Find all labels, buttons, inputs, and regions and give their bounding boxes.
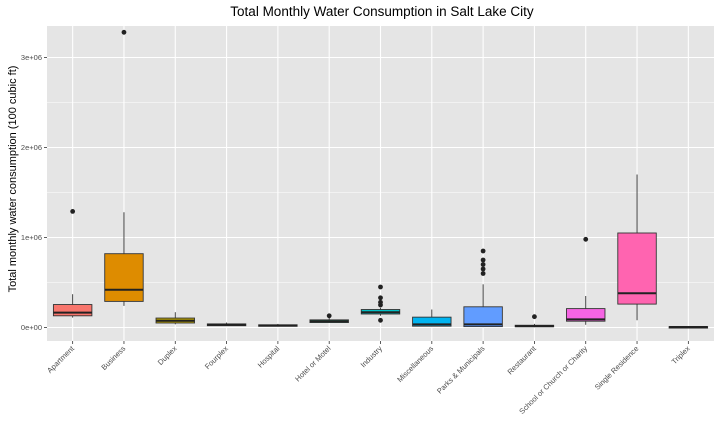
box-duplex: [155, 312, 195, 325]
outlier-point: [378, 299, 383, 305]
box-apartment: [52, 209, 93, 318]
outlier-point: [121, 29, 127, 35]
outlier-point: [480, 262, 486, 267]
box-parks-municipals: [463, 248, 503, 328]
outlier-point: [70, 209, 76, 214]
outlier-point: [378, 317, 383, 323]
y-tick-label: 2e+06: [21, 143, 42, 152]
outlier-point: [583, 236, 589, 242]
box-hotel-or-motel: [309, 313, 349, 324]
box: [104, 253, 144, 302]
box-triplex: [668, 326, 709, 329]
box-single-residence: [617, 174, 657, 321]
x-tick-label: Hospital: [256, 344, 282, 370]
outlier-point: [378, 295, 383, 301]
box-school-or-church-or-charity: [566, 236, 606, 325]
box: [52, 304, 93, 317]
outlier-point: [532, 314, 537, 320]
x-tick-label: Fourplex: [203, 344, 230, 371]
outlier-point: [480, 257, 486, 263]
y-tick-label: 0e+00: [21, 323, 42, 332]
box: [412, 316, 452, 327]
outlier-point: [378, 284, 383, 290]
outlier-point: [480, 266, 486, 272]
x-tick-label: Industry: [359, 344, 384, 369]
chart-title: Total Monthly Water Consumption in Salt …: [230, 4, 534, 19]
box-miscellaneous: [412, 309, 452, 327]
x-tick-label: Hotel or Motel: [293, 344, 333, 384]
box-fourplex: [206, 322, 247, 327]
outlier-point: [480, 271, 486, 276]
x-tick-label: Restaurant: [506, 343, 539, 376]
box-hospital: [258, 323, 298, 327]
x-tick-label: Single Residence: [593, 344, 641, 392]
box: [566, 308, 606, 322]
x-tick-label: Apartment: [45, 343, 76, 374]
outlier-point: [326, 313, 332, 319]
box-restaurant: [514, 314, 555, 328]
box: [463, 306, 503, 328]
box: [617, 232, 657, 305]
x-tick-label: Triplex: [670, 344, 692, 366]
x-tick-label: Miscellaneous: [395, 344, 435, 384]
y-tick-label: 1e+06: [21, 233, 42, 242]
box-business: [104, 29, 144, 306]
y-tick-label: 3e+06: [21, 53, 42, 62]
outlier-point: [480, 248, 486, 254]
box-industry: [360, 284, 401, 323]
x-tick-label: Duplex: [156, 344, 179, 367]
y-axis-label: Total monthly water consumption (100 cub…: [7, 66, 19, 293]
x-tick-label: Parks & Municipals: [435, 344, 487, 396]
box-layer: [52, 29, 709, 329]
x-tick-label: Business: [99, 344, 127, 372]
